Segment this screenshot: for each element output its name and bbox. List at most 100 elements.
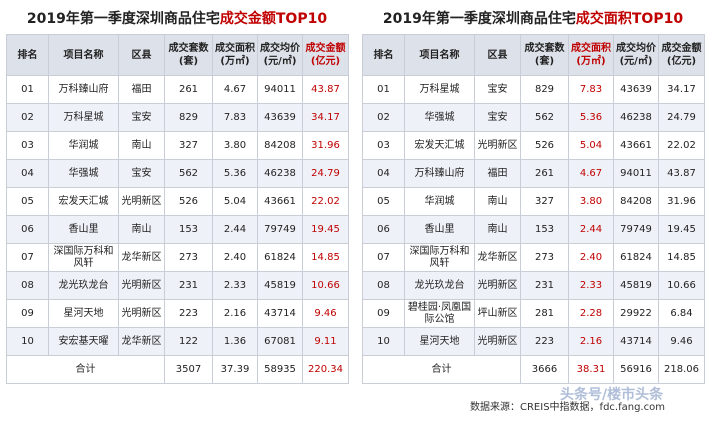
table-cell: 福田 bbox=[474, 159, 521, 188]
table-cell: 43714 bbox=[613, 327, 659, 356]
table-cell: 02 bbox=[6, 103, 49, 132]
header-cell: 成交套数 (套) bbox=[520, 34, 569, 76]
table-cell: 3.80 bbox=[212, 131, 258, 160]
table-cell: 5.36 bbox=[212, 159, 258, 188]
table-cell: 43714 bbox=[257, 299, 303, 328]
table-cell: 562 bbox=[520, 103, 569, 132]
table-cell: 526 bbox=[164, 187, 213, 216]
table-cell: 273 bbox=[164, 243, 213, 272]
table-cell: 67081 bbox=[257, 327, 303, 356]
table-row: 01 万科星城 宝安 829 7.83 43639 34.17 bbox=[362, 75, 705, 104]
table-cell: 45819 bbox=[257, 271, 303, 300]
table-cell: 华润城 bbox=[48, 131, 119, 160]
table-cell: 万科星城 bbox=[48, 103, 119, 132]
header-cell: 项目名称 bbox=[48, 34, 119, 76]
table-cell: 华强城 bbox=[404, 103, 475, 132]
title-text: 2019年第一季度深圳商品住宅 bbox=[382, 11, 576, 27]
table-cell: 7.83 bbox=[568, 75, 614, 104]
table-cell: 22.02 bbox=[658, 131, 705, 160]
table-cell: 2.33 bbox=[568, 271, 614, 300]
table-cell: 2.44 bbox=[212, 215, 258, 244]
table-cell: 34.17 bbox=[302, 103, 349, 132]
total-row: 合计 3507 37.39 58935 220.34 bbox=[6, 355, 349, 384]
table-cell: 22.02 bbox=[302, 187, 349, 216]
table-cell: 43639 bbox=[257, 103, 303, 132]
table-cell: 龙光玖龙台 bbox=[404, 271, 475, 300]
table-cell: 29922 bbox=[613, 299, 659, 328]
table-row: 06 香山里 南山 153 2.44 79749 19.45 bbox=[6, 215, 349, 244]
table-cell: 153 bbox=[520, 215, 569, 244]
table-cell: 281 bbox=[520, 299, 569, 328]
header-cell: 排名 bbox=[362, 34, 405, 76]
header-cell: 成交金额 (亿元) bbox=[302, 34, 349, 76]
table-row: 10 星河天地 光明新区 223 2.16 43714 9.46 bbox=[362, 327, 705, 356]
table-cell: 84208 bbox=[257, 131, 303, 160]
table-row: 05 华润城 南山 327 3.80 84208 31.96 bbox=[362, 187, 705, 216]
table-cell: 5.04 bbox=[568, 131, 614, 160]
table-cell: 10.66 bbox=[658, 271, 705, 300]
table-cell: 4.67 bbox=[212, 75, 258, 104]
table-row: 08 龙光玖龙台 光明新区 231 2.33 45819 10.66 bbox=[6, 271, 349, 300]
table-cell: 龙华新区 bbox=[118, 327, 165, 356]
table-panel: 2019年第一季度深圳商品住宅成交面积TOP10 排名 项目名称 区县 成交套数 (套)… bbox=[362, 4, 705, 384]
table-cell: 南山 bbox=[118, 215, 165, 244]
table-cell: 122 bbox=[164, 327, 213, 356]
table-cell: 宏发天汇城 bbox=[404, 131, 475, 160]
table-title: 2019年第一季度深圳商品住宅成交面积TOP10 bbox=[362, 4, 704, 34]
table-cell: 万科臻山府 bbox=[404, 159, 475, 188]
table-cell: 43661 bbox=[257, 187, 303, 216]
table-cell: 光明新区 bbox=[118, 299, 165, 328]
table-cell: 829 bbox=[520, 75, 569, 104]
table-cell: 光明新区 bbox=[474, 271, 521, 300]
table-cell: 9.46 bbox=[302, 299, 349, 328]
table-cell: 南山 bbox=[474, 215, 521, 244]
table-cell: 5.04 bbox=[212, 187, 258, 216]
total-cell: 218.06 bbox=[658, 355, 705, 384]
table-cell: 153 bbox=[164, 215, 213, 244]
table-cell: 09 bbox=[6, 299, 49, 328]
table-cell: 31.96 bbox=[302, 131, 349, 160]
header-cell: 成交面积 (万㎡) bbox=[212, 34, 258, 76]
table-cell: 7.83 bbox=[212, 103, 258, 132]
table-row: 09 星河天地 光明新区 223 2.16 43714 9.46 bbox=[6, 299, 349, 328]
total-cell: 3666 bbox=[520, 355, 569, 384]
table-cell: 2.16 bbox=[212, 299, 258, 328]
header-cell: 成交套数 (套) bbox=[164, 34, 213, 76]
table-cell: 14.85 bbox=[302, 243, 349, 272]
table-cell: 24.79 bbox=[302, 159, 349, 188]
table-cell: 261 bbox=[520, 159, 569, 188]
table-row: 08 龙光玖龙台 光明新区 231 2.33 45819 10.66 bbox=[362, 271, 705, 300]
table-cell: 14.85 bbox=[658, 243, 705, 272]
table-row: 04 华强城 宝安 562 5.36 46238 24.79 bbox=[6, 159, 349, 188]
header-row: 排名 项目名称 区县 成交套数 (套) 成交面积 (万㎡) 成交均价 (元/㎡) 成交金额 … bbox=[362, 34, 705, 76]
table-cell: 香山里 bbox=[48, 215, 119, 244]
table-cell: 45819 bbox=[613, 271, 659, 300]
table-cell: 9.46 bbox=[658, 327, 705, 356]
table-cell: 04 bbox=[362, 159, 405, 188]
total-cell: 37.39 bbox=[212, 355, 258, 384]
header-cell: 项目名称 bbox=[404, 34, 475, 76]
total-cell: 3507 bbox=[164, 355, 213, 384]
table-cell: 06 bbox=[362, 215, 405, 244]
table-cell: 07 bbox=[6, 243, 49, 272]
table-cell: 深国际万科和风轩 bbox=[404, 243, 475, 272]
total-row: 合计 3666 38.31 56916 218.06 bbox=[362, 355, 705, 384]
table-row: 03 宏发天汇城 光明新区 526 5.04 43661 22.02 bbox=[362, 131, 705, 160]
table-cell: 9.11 bbox=[302, 327, 349, 356]
table-cell: 华润城 bbox=[404, 187, 475, 216]
title-text: 2019年第一季度深圳商品住宅 bbox=[26, 11, 220, 27]
table-cell: 星河天地 bbox=[404, 327, 475, 356]
total-label: 合计 bbox=[362, 355, 521, 384]
total-cell: 56916 bbox=[613, 355, 659, 384]
table-cell: 08 bbox=[6, 271, 49, 300]
table-row: 06 香山里 南山 153 2.44 79749 19.45 bbox=[362, 215, 705, 244]
table-cell: 08 bbox=[362, 271, 405, 300]
table-row: 07 深国际万科和风轩 龙华新区 273 2.40 61824 14.85 bbox=[6, 243, 349, 272]
table-cell: 2.33 bbox=[212, 271, 258, 300]
table-cell: 碧桂园·凤凰国际公馆 bbox=[404, 299, 475, 328]
table-cell: 10 bbox=[6, 327, 49, 356]
header-cell: 区县 bbox=[474, 34, 521, 76]
table-cell: 43639 bbox=[613, 75, 659, 104]
table-row: 07 深国际万科和风轩 龙华新区 273 2.40 61824 14.85 bbox=[362, 243, 705, 272]
